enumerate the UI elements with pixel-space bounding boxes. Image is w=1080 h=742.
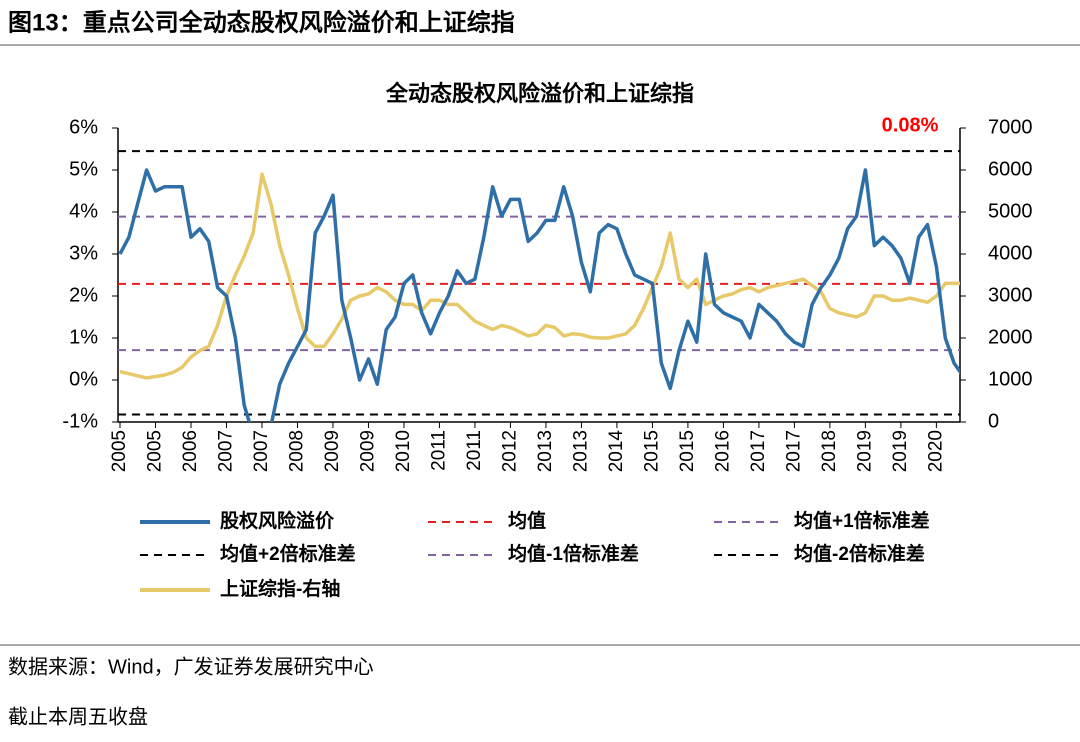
x-tick-label: 2009: [322, 430, 343, 472]
y2-tick-label: 1000: [988, 368, 1033, 390]
x-tick-label: 2010: [393, 430, 414, 472]
y-tick-label: 4%: [69, 200, 98, 222]
x-tick-label: 2005: [145, 430, 166, 472]
y-tick-label: 5%: [69, 158, 98, 180]
y-tick-label: 2%: [69, 284, 98, 306]
y-tick-label: 1%: [69, 326, 98, 348]
legend-label: 均值+2倍标准差: [220, 542, 356, 565]
x-tick-label: 2016: [712, 430, 733, 472]
y2-tick-label: 4000: [988, 242, 1033, 264]
x-tick-label: 2008: [286, 430, 307, 472]
y2-tick-label: 2000: [988, 326, 1033, 348]
x-tick-label: 2018: [819, 430, 840, 472]
x-tick-label: 2005: [109, 430, 130, 472]
legend-label: 均值+1倍标准差: [794, 509, 930, 532]
annotation: 0.08%: [882, 114, 939, 136]
x-tick-label: 2009: [357, 430, 378, 472]
source: 数据来源：Wind，广发证券发展研究中心: [8, 655, 374, 678]
x-tick-label: 2015: [677, 430, 698, 472]
x-tick-label: 2015: [641, 430, 662, 472]
y-tick-label: 6%: [69, 116, 98, 138]
legend-label: 均值-2倍标准差: [794, 542, 925, 565]
legend-label: 均值-1倍标准差: [508, 542, 639, 565]
x-tick-label: 2020: [925, 430, 946, 472]
y2-tick-label: 7000: [988, 116, 1033, 138]
y-tick-label: 3%: [69, 242, 98, 264]
x-tick-label: 2011: [428, 430, 449, 471]
series-line: [119, 172, 960, 380]
y-tick-label: -1%: [62, 410, 98, 432]
x-tick-label: 2019: [890, 430, 911, 472]
chart-title: 全动态股权风险溢价和上证综指: [385, 81, 694, 106]
x-tick-label: 2013: [535, 430, 556, 472]
series-line: [118, 168, 960, 422]
x-tick-label: 2012: [499, 430, 520, 472]
y-tick-label: 0%: [69, 368, 98, 390]
y2-tick-label: 0: [988, 410, 999, 432]
x-tick-label: 2013: [570, 430, 591, 472]
legend-label: 上证综指-右轴: [220, 577, 340, 600]
x-tick-label: 2006: [180, 430, 201, 472]
y2-tick-label: 6000: [988, 158, 1033, 180]
x-tick-label: 2017: [783, 430, 804, 472]
x-tick-label: 2014: [606, 430, 627, 473]
x-tick-label: 2011: [464, 430, 485, 471]
plot-area: [118, 150, 960, 422]
y2-tick-label: 5000: [988, 200, 1033, 222]
note: 截止本周五收盘: [8, 705, 148, 728]
legend-label: 股权风险溢价: [220, 509, 335, 532]
figure-title: 图13：重点公司全动态股权风险溢价和上证综指: [8, 8, 515, 36]
legend-label: 均值: [508, 509, 546, 532]
x-tick-label: 2017: [748, 430, 769, 472]
y2-tick-label: 3000: [988, 284, 1033, 306]
x-tick-label: 2019: [854, 430, 875, 472]
x-tick-label: 2007: [215, 430, 236, 472]
x-tick-label: 2007: [251, 430, 272, 472]
